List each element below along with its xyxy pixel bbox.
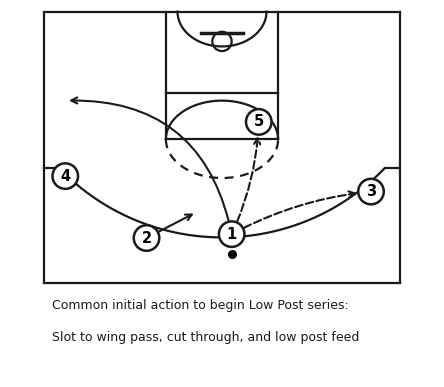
Circle shape — [219, 221, 245, 247]
Text: 3: 3 — [366, 184, 376, 199]
Text: 4: 4 — [60, 169, 70, 183]
Text: Common initial action to begin Low Post series:: Common initial action to begin Low Post … — [52, 298, 349, 312]
Circle shape — [52, 163, 78, 189]
Circle shape — [134, 225, 159, 251]
Text: 1: 1 — [226, 227, 237, 241]
Text: Slot to wing pass, cut through, and low post feed: Slot to wing pass, cut through, and low … — [52, 331, 359, 344]
Text: 2: 2 — [142, 231, 151, 245]
Text: 5: 5 — [254, 115, 264, 129]
Circle shape — [246, 109, 272, 135]
Circle shape — [358, 179, 384, 204]
